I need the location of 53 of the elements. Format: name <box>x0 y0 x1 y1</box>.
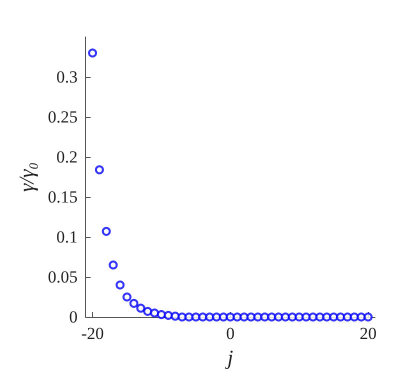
point <box>336 312 346 322</box>
point <box>315 312 324 322</box>
point <box>302 312 311 322</box>
point <box>253 312 262 322</box>
point <box>364 312 373 322</box>
point <box>102 226 111 236</box>
point <box>218 312 228 322</box>
x-tick-label: 20 <box>360 324 377 343</box>
point <box>143 306 152 316</box>
point <box>198 312 208 322</box>
point <box>108 260 118 270</box>
point <box>280 312 290 322</box>
point <box>267 312 276 322</box>
point <box>260 312 270 322</box>
point <box>136 304 146 313</box>
point <box>205 312 214 322</box>
point <box>122 292 132 302</box>
point <box>342 312 352 322</box>
point <box>329 312 338 322</box>
point <box>191 312 200 322</box>
y-axis-title: γ/γ₀ <box>14 162 38 192</box>
point <box>308 312 318 322</box>
point <box>246 312 256 322</box>
point <box>156 310 166 320</box>
point <box>226 312 235 322</box>
point <box>116 280 125 290</box>
y-tick-label: 0.05 <box>48 268 78 286</box>
point <box>240 312 249 322</box>
point <box>322 312 332 322</box>
y-tick-label: 0.1 <box>56 228 78 246</box>
point <box>274 312 284 322</box>
point <box>164 310 173 320</box>
y-tick-label: 0.3 <box>56 68 78 86</box>
point <box>150 308 160 318</box>
point <box>184 312 194 322</box>
point <box>129 298 138 308</box>
y-tick-label: 0.25 <box>48 108 78 126</box>
x-tick-label: 0 <box>226 324 235 343</box>
y-tick-label: 0.2 <box>56 148 78 166</box>
point <box>178 312 187 322</box>
y-tick-label: 0.15 <box>48 188 78 206</box>
x-tick-label: -20 <box>81 324 104 343</box>
y-tick-label: 0 <box>69 308 78 326</box>
x-axis-title: j <box>224 345 234 370</box>
point <box>350 312 359 322</box>
point <box>288 312 297 322</box>
point <box>232 312 242 322</box>
point <box>88 48 98 58</box>
point <box>94 165 104 174</box>
point <box>212 312 222 322</box>
point <box>356 312 366 322</box>
point <box>170 312 180 321</box>
point <box>294 312 304 322</box>
